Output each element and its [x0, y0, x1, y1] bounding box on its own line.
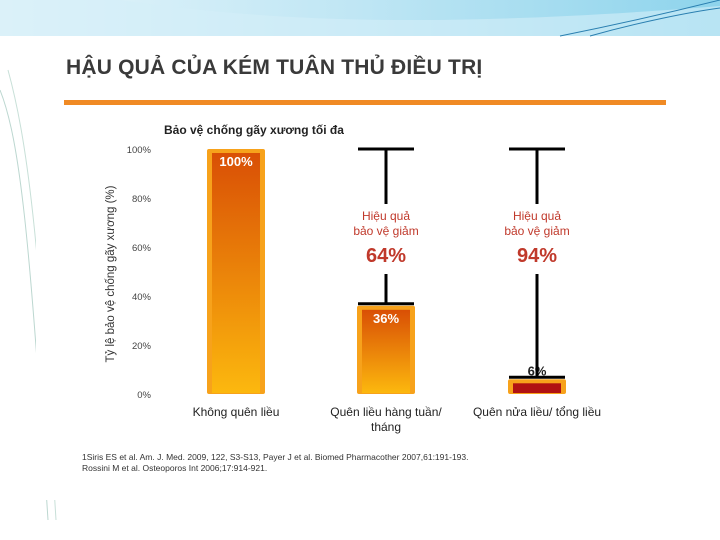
y-tick-label: 80%: [132, 194, 152, 205]
title-divider: [64, 100, 666, 105]
y-tick-label: 40%: [132, 292, 152, 303]
annotation-text: bảo vệ giảm: [353, 224, 418, 238]
slide-title: HẬU QUẢ CỦA KÉM TUÂN THỦ ĐIỀU TRỊ: [66, 56, 483, 79]
bar: [513, 383, 561, 393]
x-tick-label: tháng: [371, 420, 401, 434]
annotation-box: [342, 204, 430, 274]
reference-line: 1Siris ES et al. Am. J. Med. 2009, 122, …: [82, 452, 469, 462]
bar: [212, 153, 260, 393]
reference-line: Rossini M et al. Osteoporos Int 2006;17:…: [82, 463, 268, 473]
bar-value-label: 36%: [373, 311, 399, 326]
annotation-text: bảo vệ giảm: [504, 224, 569, 238]
chart-title: Bảo vệ chống gãy xương tối đa: [164, 123, 344, 137]
reduction-value-label: 94%: [517, 245, 557, 267]
x-tick-label: Không quên liều: [193, 405, 280, 419]
annotation-box: [493, 204, 581, 274]
y-tick-label: 100%: [127, 145, 152, 156]
bar-value-label: 100%: [219, 154, 253, 169]
y-axis-label: Tỷ lệ bảo vệ chống gãy xương (%): [105, 185, 117, 362]
bar-chart: Bảo vệ chống gãy xương tối đa Tỷ lệ bảo …: [105, 114, 601, 466]
reduction-value-label: 64%: [366, 245, 406, 267]
annotation-text: Hiệu quả: [362, 209, 410, 223]
y-tick-label: 20%: [132, 341, 152, 352]
x-tick-label: Quên nửa liều/ tổng liều: [473, 405, 601, 419]
y-tick-label: 0%: [137, 390, 151, 401]
slide-panel: HẬU QUẢ CỦA KÉM TUÂN THỦ ĐIỀU TRỊ Bảo vệ…: [36, 38, 682, 500]
annotation-text: Hiệu quả: [513, 209, 561, 223]
bar: [362, 309, 410, 393]
x-tick-label: Quên liều hàng tuần/: [330, 405, 442, 419]
y-tick-label: 60%: [132, 243, 152, 254]
references: 1Siris ES et al. Am. J. Med. 2009, 122, …: [82, 452, 469, 474]
